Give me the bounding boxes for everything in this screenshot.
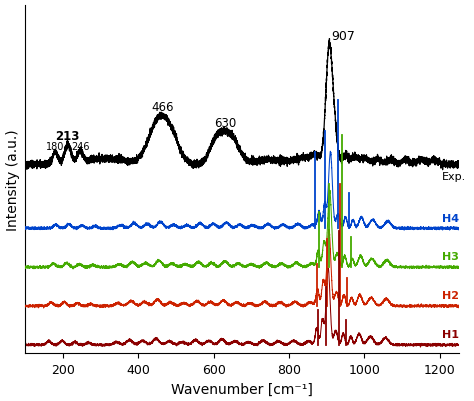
Text: Exp.: Exp. <box>442 172 466 182</box>
Y-axis label: Intensity (a.u.): Intensity (a.u.) <box>6 129 19 230</box>
Text: 246: 246 <box>72 141 90 151</box>
X-axis label: Wavenumber [cm⁻¹]: Wavenumber [cm⁻¹] <box>171 381 313 395</box>
Text: 466: 466 <box>152 101 174 114</box>
Text: H2: H2 <box>442 291 459 301</box>
Text: H3: H3 <box>442 252 458 262</box>
Text: 213: 213 <box>55 130 80 143</box>
Text: 180: 180 <box>46 141 64 151</box>
Text: 907: 907 <box>331 30 355 43</box>
Text: H4: H4 <box>442 213 459 223</box>
Text: H1: H1 <box>442 330 459 339</box>
Text: 630: 630 <box>214 117 236 130</box>
